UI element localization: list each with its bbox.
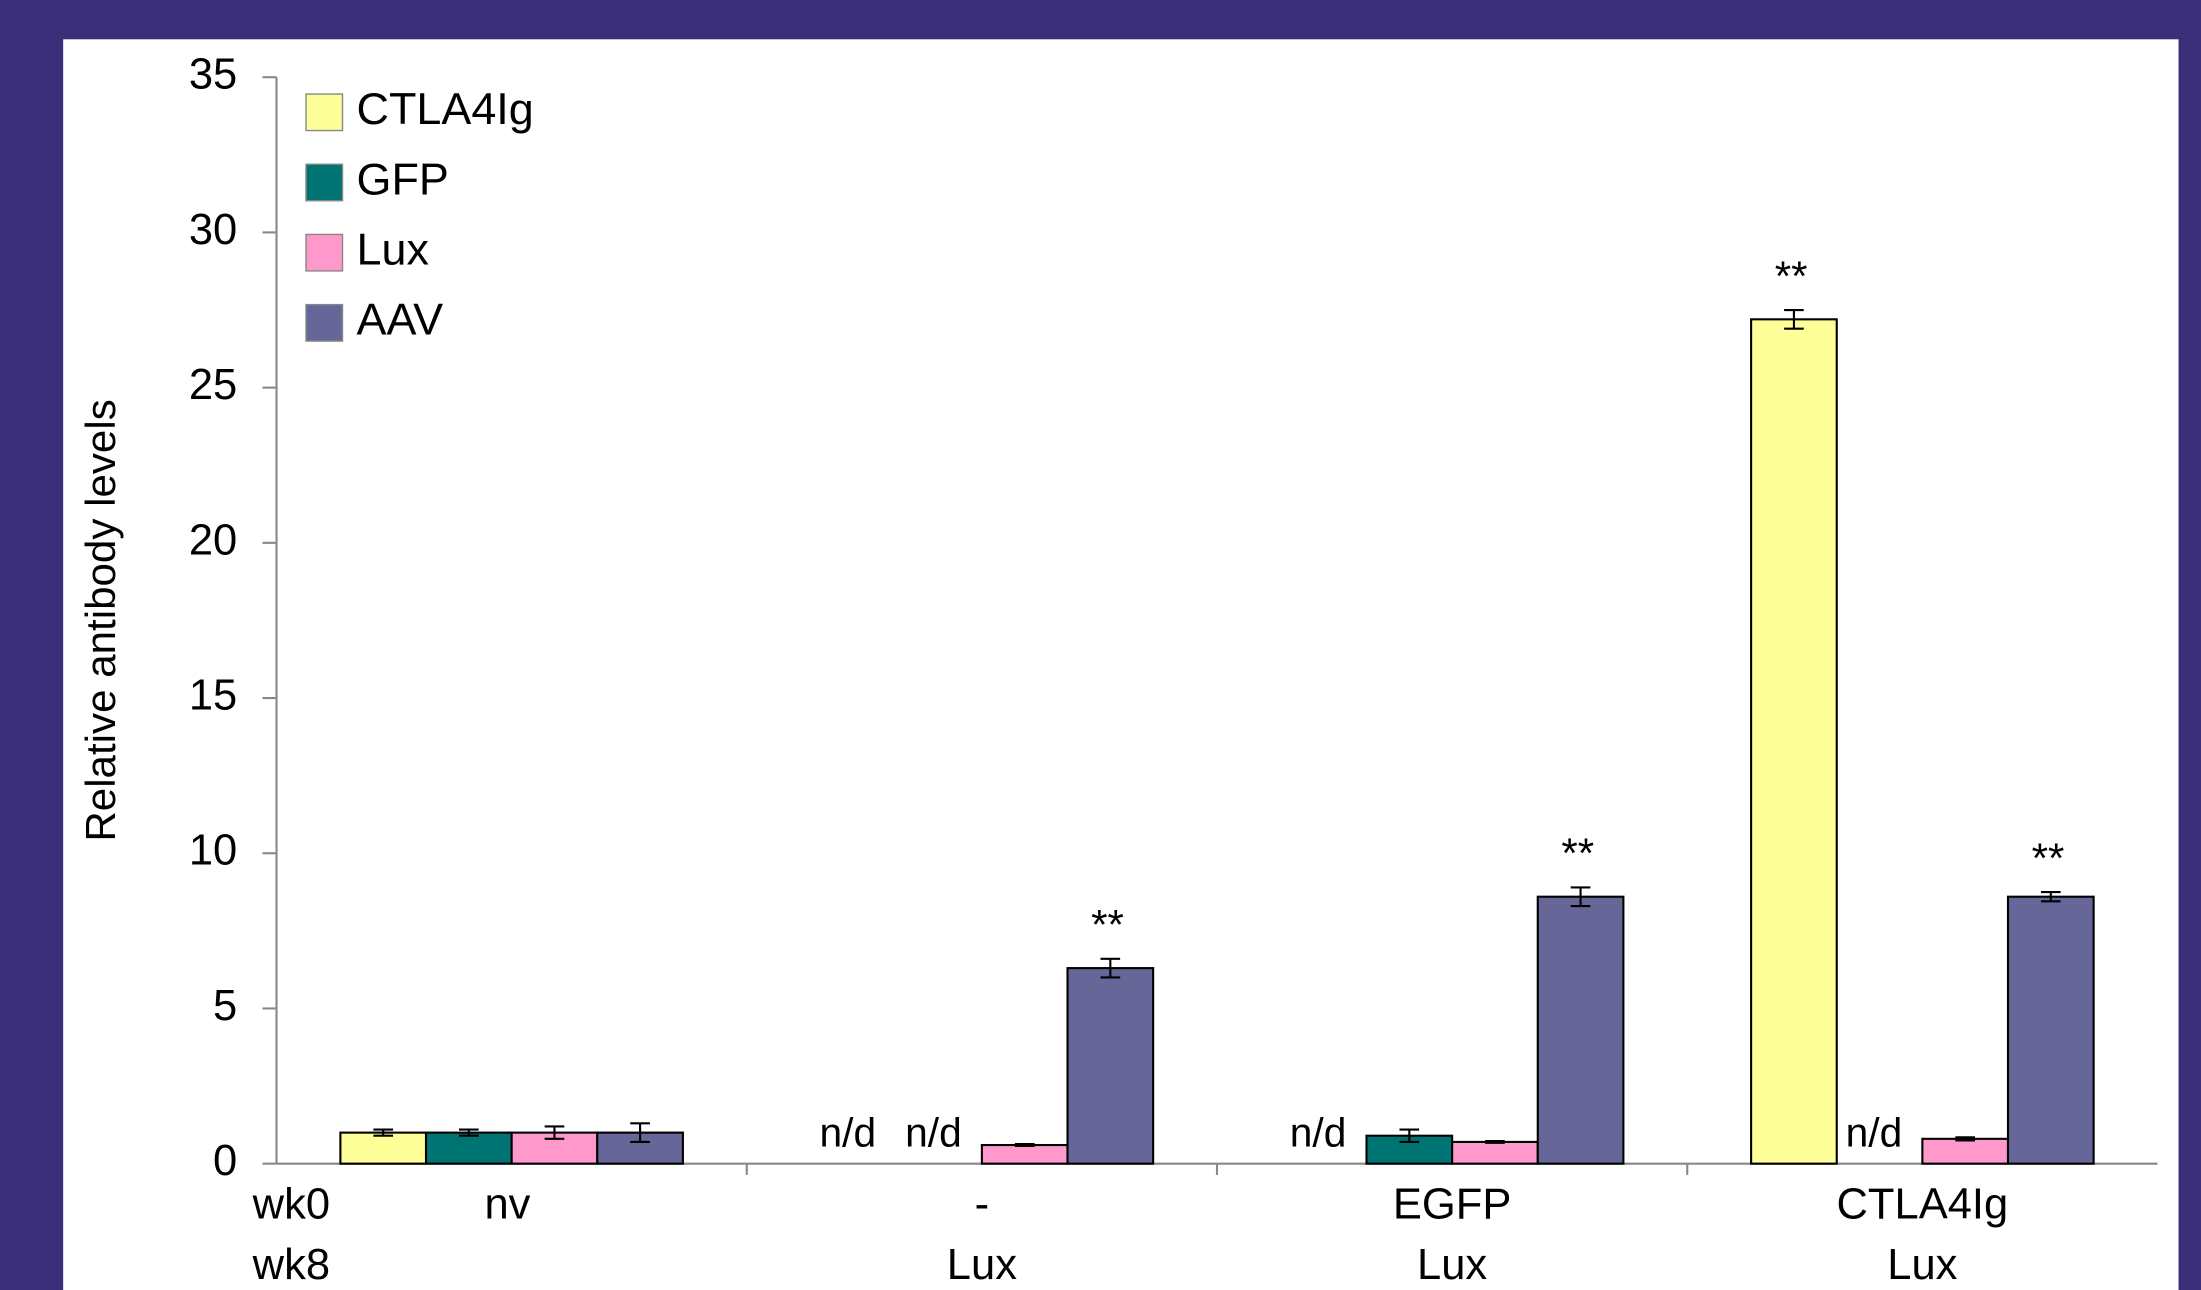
- significance-label: **: [2032, 834, 2065, 881]
- legend-swatch: [305, 163, 344, 202]
- error-bar: [1100, 957, 1121, 979]
- y-tick-label: 30: [189, 206, 237, 254]
- error-bar: [630, 1122, 650, 1143]
- legend-label: CTLA4Ig: [357, 83, 534, 134]
- y-axis-title: Relative antibody levels: [77, 399, 124, 841]
- bar: [1066, 967, 1155, 1165]
- row-label: wk0: [252, 1181, 330, 1229]
- y-tick-label: 35: [189, 51, 237, 99]
- value-label: n/d: [905, 1109, 962, 1155]
- y-tick-label: 10: [189, 827, 237, 875]
- error-bar: [1784, 308, 1804, 330]
- error-bar: [544, 1125, 565, 1140]
- y-tick-label: 20: [189, 516, 237, 564]
- legend-label: GFP: [357, 153, 449, 204]
- error-bar: [1014, 1143, 1035, 1148]
- error-bar: [1955, 1136, 1976, 1142]
- legend-swatch: [305, 233, 344, 272]
- error-bar: [1570, 886, 1591, 908]
- error-bar: [2040, 890, 2061, 903]
- x-tick-label: -: [975, 1181, 990, 1229]
- bar: [424, 1131, 513, 1165]
- legend-swatch: [305, 93, 344, 132]
- significance-label: **: [1091, 901, 1124, 948]
- error-bar: [459, 1128, 479, 1137]
- error-bar: [373, 1128, 394, 1137]
- error-bar: [1399, 1128, 1420, 1143]
- bar: [980, 1143, 1069, 1165]
- y-tick-label: 0: [213, 1137, 237, 1185]
- x-tick-label: Lux: [947, 1241, 1017, 1289]
- value-label: n/d: [1290, 1109, 1347, 1155]
- x-tick-label: CTLA4Ig: [1837, 1181, 2009, 1229]
- y-tick-label: 5: [213, 982, 237, 1030]
- bar: [1921, 1137, 2010, 1165]
- y-tick-label: 15: [189, 672, 237, 720]
- significance-label: **: [1775, 252, 1808, 299]
- legend-label: AAV: [357, 294, 444, 345]
- bar: [2006, 895, 2095, 1165]
- legend-label: Lux: [357, 224, 429, 275]
- y-tick-label: 25: [189, 361, 237, 409]
- x-tick-label: Lux: [1417, 1241, 1487, 1289]
- value-label: n/d: [820, 1109, 877, 1155]
- legend-swatch: [305, 303, 344, 342]
- x-tick-label: Lux: [1887, 1241, 1957, 1289]
- row-label: wk8: [252, 1241, 330, 1289]
- bar: [1536, 895, 1625, 1165]
- significance-label: **: [1561, 830, 1594, 877]
- x-tick-label: EGFP: [1393, 1181, 1511, 1229]
- bar: [1451, 1140, 1539, 1165]
- x-tick-label: nv: [484, 1181, 530, 1229]
- bar: [339, 1131, 428, 1165]
- value-label: n/d: [1846, 1109, 1903, 1155]
- bar: [1750, 318, 1838, 1165]
- error-bar: [1485, 1139, 1505, 1144]
